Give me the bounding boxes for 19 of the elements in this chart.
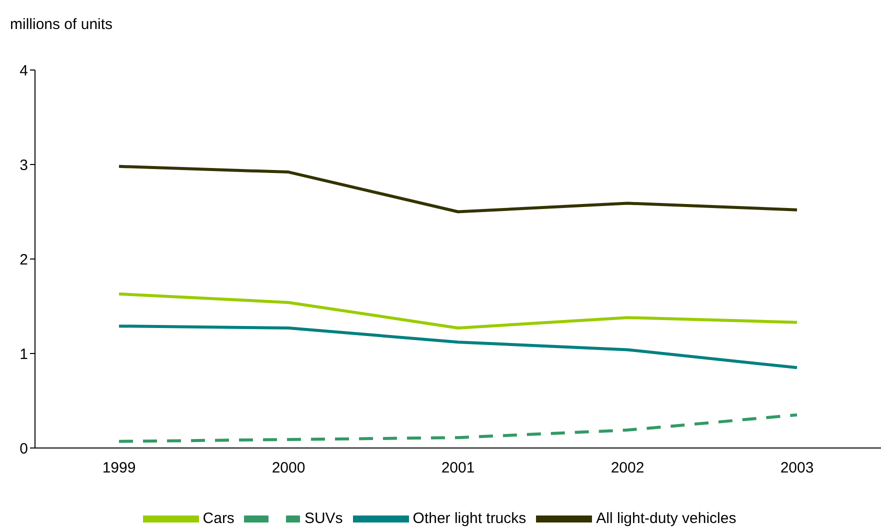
line-series [118,164,798,214]
x-tick-label: 2002 [610,460,644,477]
legend-label: All light-duty vehicles [596,510,736,527]
legend-label: Cars [202,510,234,527]
y-tick-label: 0 [20,440,28,458]
line-series [118,292,798,330]
y-tick-label: 4 [20,62,28,80]
line-series [118,413,798,443]
y-tick-label: 1 [20,346,28,363]
x-tick-label: 2003 [780,460,814,477]
y-tick-label: 3 [20,156,28,174]
x-tick-label: 2000 [272,460,306,477]
x-tick-label: 1999 [102,460,136,477]
legend-label: SUVs [304,510,343,527]
legend-label: Other light trucks [412,510,526,527]
x-tick-label: 2001 [441,460,475,477]
y-axis-title: millions of units [10,16,113,33]
line-series [118,324,798,370]
y-tick-label: 2 [20,251,28,268]
